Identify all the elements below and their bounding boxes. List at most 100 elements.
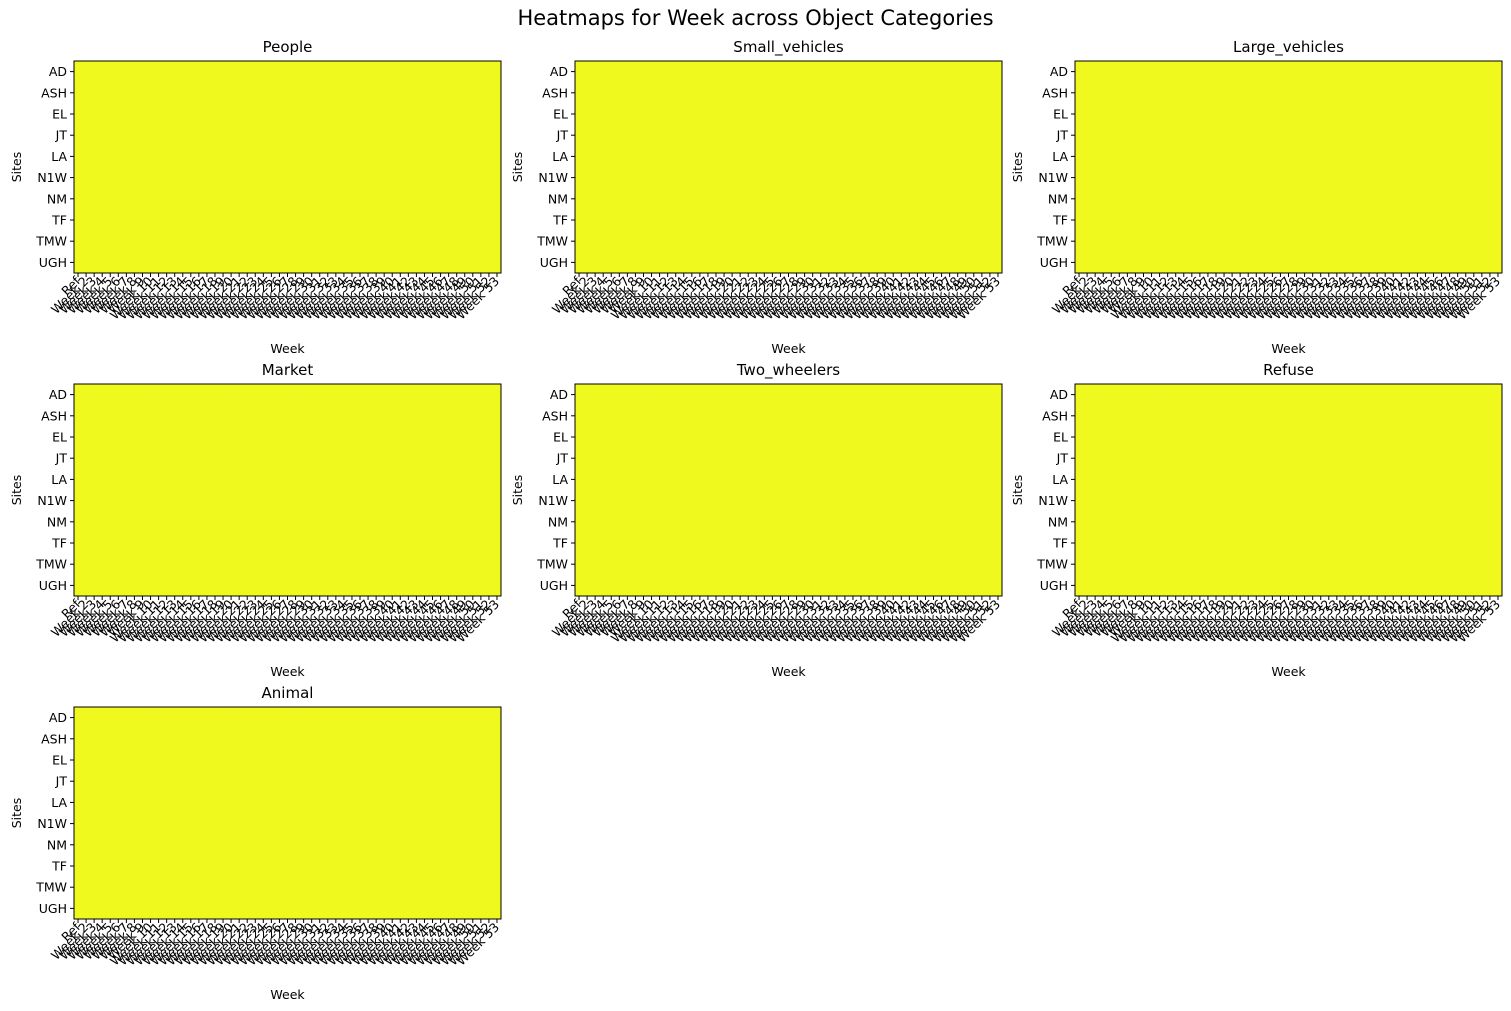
heatmap-cell bbox=[1115, 188, 1124, 210]
heatmap-cell bbox=[251, 749, 260, 771]
heatmap-cell bbox=[1131, 167, 1140, 189]
heatmap-cell bbox=[1469, 251, 1479, 274]
heatmap-cell bbox=[1437, 124, 1446, 147]
heatmap-cell bbox=[591, 447, 600, 470]
heatmap-cell bbox=[90, 251, 99, 274]
heatmap-cell bbox=[631, 230, 640, 253]
heatmap-cell bbox=[186, 511, 196, 533]
heatmap-cell bbox=[98, 82, 107, 104]
heatmap-cell bbox=[1244, 188, 1253, 210]
heatmap-cell bbox=[364, 813, 373, 835]
heatmap-cell bbox=[897, 82, 906, 104]
heatmap-cell bbox=[355, 511, 365, 533]
heatmap-cell bbox=[492, 532, 502, 554]
heatmap-cell bbox=[170, 167, 180, 189]
heatmap-cell bbox=[993, 167, 1003, 189]
heatmap-cell bbox=[251, 82, 260, 104]
heatmap-cell bbox=[307, 553, 317, 576]
heatmap-cell bbox=[663, 124, 673, 147]
heatmap-cell bbox=[444, 813, 454, 835]
heatmap-cell bbox=[219, 405, 228, 427]
heatmap-cell bbox=[599, 103, 608, 125]
heatmap-cell bbox=[832, 447, 842, 470]
heatmap-cell bbox=[744, 167, 753, 189]
heatmap-cell bbox=[404, 707, 413, 729]
heatmap-cell bbox=[404, 728, 413, 750]
heatmap-cell bbox=[1083, 490, 1092, 512]
heatmap-cell bbox=[913, 553, 922, 576]
heatmap-cell bbox=[1308, 553, 1318, 576]
heatmap-cell bbox=[1187, 490, 1197, 512]
heatmap-cell bbox=[1195, 384, 1205, 406]
heatmap-cell bbox=[210, 574, 220, 597]
subplot-title: Large_vehicles bbox=[1233, 38, 1344, 57]
heatmap-cell bbox=[1453, 574, 1463, 597]
heatmap-cell bbox=[1389, 511, 1398, 533]
heatmap-cell bbox=[275, 511, 284, 533]
heatmap-cell bbox=[436, 61, 445, 83]
heatmap-cell bbox=[476, 230, 486, 253]
heatmap-cell bbox=[82, 167, 91, 189]
heatmap-cell bbox=[1365, 103, 1374, 125]
heatmap-cell bbox=[90, 426, 99, 448]
heatmap-cell bbox=[800, 124, 809, 147]
heatmap-cell bbox=[235, 230, 244, 253]
heatmap-cell bbox=[323, 707, 333, 729]
heatmap-cell bbox=[243, 447, 252, 470]
heatmap-cell bbox=[599, 426, 608, 448]
heatmap-cell bbox=[307, 770, 317, 793]
heatmap-cell bbox=[235, 553, 244, 576]
heatmap-cell bbox=[695, 511, 705, 533]
heatmap-cell bbox=[412, 855, 421, 877]
heatmap-cell bbox=[444, 251, 454, 274]
heatmap-cell bbox=[1236, 532, 1245, 554]
heatmap-cell bbox=[396, 574, 405, 597]
heatmap-cell bbox=[1477, 553, 1487, 576]
heatmap-cell bbox=[1429, 61, 1438, 83]
heatmap-cell bbox=[428, 876, 437, 899]
y-tick-label: JT bbox=[55, 451, 68, 466]
heatmap-cell bbox=[420, 82, 429, 104]
heatmap-cell bbox=[170, 770, 180, 793]
heatmap-cell bbox=[1308, 103, 1318, 125]
heatmap-cell bbox=[720, 490, 729, 512]
heatmap-cell bbox=[283, 145, 292, 168]
heatmap-cell bbox=[122, 897, 131, 920]
heatmap-cell bbox=[921, 61, 930, 83]
heatmap-cell bbox=[283, 209, 292, 231]
heatmap-cell bbox=[953, 251, 963, 274]
heatmap-cell bbox=[711, 468, 721, 491]
heatmap-cell bbox=[679, 384, 689, 406]
heatmap-cell bbox=[1155, 405, 1164, 427]
heatmap-cell bbox=[194, 876, 204, 899]
heatmap-cell bbox=[768, 490, 777, 512]
heatmap-cell bbox=[1228, 553, 1237, 576]
heatmap-cell bbox=[323, 532, 333, 554]
heatmap-cell bbox=[82, 426, 91, 448]
heatmap-cell bbox=[921, 490, 930, 512]
heatmap-cell bbox=[90, 384, 99, 406]
heatmap-cell bbox=[460, 251, 470, 274]
heatmap-cell bbox=[1203, 447, 1213, 470]
heatmap-cell bbox=[969, 145, 979, 168]
y-tick-label: EL bbox=[553, 107, 568, 122]
heatmap-cell bbox=[969, 384, 979, 406]
heatmap-cell bbox=[1477, 188, 1487, 210]
heatmap-cell bbox=[985, 82, 995, 104]
heatmap-cell bbox=[671, 405, 681, 427]
heatmap-cell bbox=[1469, 426, 1479, 448]
heatmap-cell bbox=[1477, 405, 1487, 427]
heatmap-cell bbox=[703, 447, 713, 470]
heatmap-cell bbox=[420, 770, 429, 793]
heatmap-cell bbox=[227, 749, 236, 771]
heatmap-cell bbox=[1421, 447, 1430, 470]
heatmap-cell bbox=[655, 490, 664, 512]
heatmap-cell bbox=[98, 426, 107, 448]
heatmap-cell bbox=[307, 813, 317, 835]
heatmap-cell bbox=[460, 574, 470, 597]
heatmap-cell bbox=[275, 384, 284, 406]
heatmap-cell bbox=[1131, 553, 1140, 576]
heatmap-cell bbox=[444, 855, 454, 877]
heatmap-cell bbox=[1373, 405, 1382, 427]
heatmap-cell bbox=[1236, 103, 1245, 125]
